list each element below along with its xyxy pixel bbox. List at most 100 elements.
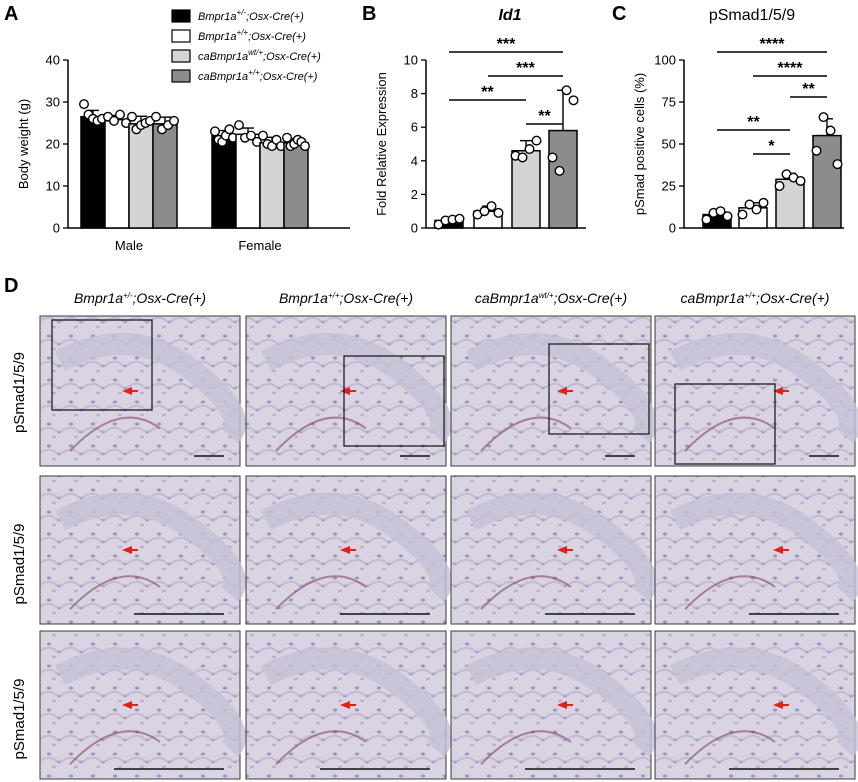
data-point — [758, 197, 769, 208]
tissue-region — [260, 647, 452, 757]
y-tick-label: 100 — [654, 53, 676, 68]
red-arrow — [557, 387, 567, 395]
significance-label: *** — [516, 60, 535, 77]
y-tick-label: 0 — [53, 221, 60, 236]
legend: Bmpr1a+/-;Osx-Cre(+)Bmpr1a+/+;Osx-Cre(+)… — [171, 8, 321, 83]
data-point — [168, 115, 179, 126]
column-header-main: Bmpr1a — [74, 290, 123, 306]
tissue-region — [54, 647, 246, 757]
stained-cell — [684, 575, 776, 610]
panel-label-a: A — [4, 3, 18, 25]
stained-cell — [480, 416, 572, 452]
legend-swatch — [171, 69, 191, 83]
legend-label-main: Bmpr1a — [198, 11, 237, 23]
bar — [152, 123, 178, 229]
chart-title: Id1 — [498, 7, 521, 24]
stained-cell — [275, 416, 367, 452]
red-arrow — [122, 546, 132, 554]
stained-cell — [684, 730, 776, 765]
legend-label: Bmpr1a+/-;Osx-Cre(+) — [198, 8, 304, 23]
column-header-sup: wt/+ — [539, 291, 554, 300]
y-tick-label: 6 — [411, 120, 418, 135]
y-tick-label: 8 — [411, 86, 418, 101]
stained-cell — [275, 730, 367, 765]
x-category-label: Male — [115, 238, 143, 253]
data-point — [258, 130, 269, 141]
legend-label-main: caBmpr1a — [198, 71, 248, 83]
legend-label: Bmpr1a+/+;Osx-Cre(+) — [198, 28, 306, 43]
column-header-rest: ;Osx-Cre(+) — [340, 290, 414, 306]
column-header-rest: ;Osx-Cre(+) — [554, 290, 628, 306]
data-point — [795, 175, 806, 186]
data-point — [701, 214, 712, 225]
column-header-rest: ;Osx-Cre(+) — [756, 290, 830, 306]
data-point — [150, 111, 161, 122]
significance-label: * — [768, 138, 775, 155]
column-header: caBmpr1awt/+;Osx-Cre(+) — [475, 290, 627, 306]
red-arrow — [122, 387, 132, 395]
tissue-region — [260, 332, 452, 444]
legend-label-sup: wt/+ — [248, 48, 263, 57]
data-point — [715, 206, 726, 217]
panel-c: C pSmad1/5/9 0 25 50 75 100 pSmad positive cel… — [612, 3, 844, 236]
inset-box — [548, 343, 650, 435]
red-arrow — [340, 546, 350, 554]
data-point — [751, 204, 762, 215]
tissue-region — [465, 492, 657, 602]
column-header-main: caBmpr1a — [475, 290, 539, 306]
tissue-region — [465, 647, 657, 757]
y-tick-label: 0 — [411, 221, 418, 236]
column-header-sup: +/- — [123, 291, 133, 300]
legend-swatch — [171, 49, 191, 63]
y-axis-label: Body weight (g) — [16, 99, 31, 189]
x-category-label: Female — [238, 238, 281, 253]
stained-cell — [684, 416, 776, 452]
y-tick-label: 4 — [411, 153, 418, 168]
bar — [548, 129, 578, 229]
legend-label-rest: ;Osx-Cre(+) — [248, 31, 306, 43]
data-point — [78, 99, 89, 110]
column-header: Bmpr1a+/+;Osx-Cre(+) — [279, 290, 413, 306]
tissue-region — [669, 647, 858, 757]
legend-swatch — [171, 9, 191, 23]
panel-label-d: D — [4, 275, 18, 297]
stained-cell — [69, 416, 161, 452]
data-point — [300, 141, 311, 152]
y-tick-label: 0 — [669, 221, 676, 236]
stained-cell — [69, 730, 161, 765]
data-point — [245, 130, 256, 141]
data-point — [233, 120, 244, 131]
data-point — [554, 165, 565, 176]
row-label: pSmad1/5/9 — [11, 679, 28, 760]
legend-swatch — [171, 29, 191, 43]
data-point — [479, 206, 490, 217]
data-point — [722, 211, 733, 222]
red-arrow — [773, 701, 783, 709]
red-arrow — [773, 387, 783, 395]
column-header-sup: +/+ — [328, 291, 340, 300]
data-point — [744, 199, 755, 210]
data-point — [568, 95, 579, 106]
data-point — [224, 124, 235, 135]
red-arrow — [122, 701, 132, 709]
bar — [283, 141, 309, 229]
legend-label-sup: +/+ — [237, 28, 249, 37]
tissue-region — [669, 332, 858, 444]
bar — [104, 118, 130, 229]
significance-label: *** — [497, 36, 516, 53]
data-point — [126, 111, 137, 122]
y-tick-label: 40 — [46, 53, 60, 68]
data-point — [114, 109, 125, 120]
bar — [259, 141, 285, 229]
legend-label-main: Bmpr1a — [198, 31, 237, 43]
red-arrow — [340, 387, 350, 395]
red-arrow — [557, 546, 567, 554]
legend-label-rest: ;Osx-Cre(+) — [260, 71, 318, 83]
panel-label-b: B — [362, 3, 376, 25]
significance-label: ** — [481, 84, 494, 101]
legend-label-rest: ;Osx-Cre(+) — [246, 11, 304, 23]
significance-label: **** — [760, 36, 786, 53]
red-arrow — [773, 546, 783, 554]
